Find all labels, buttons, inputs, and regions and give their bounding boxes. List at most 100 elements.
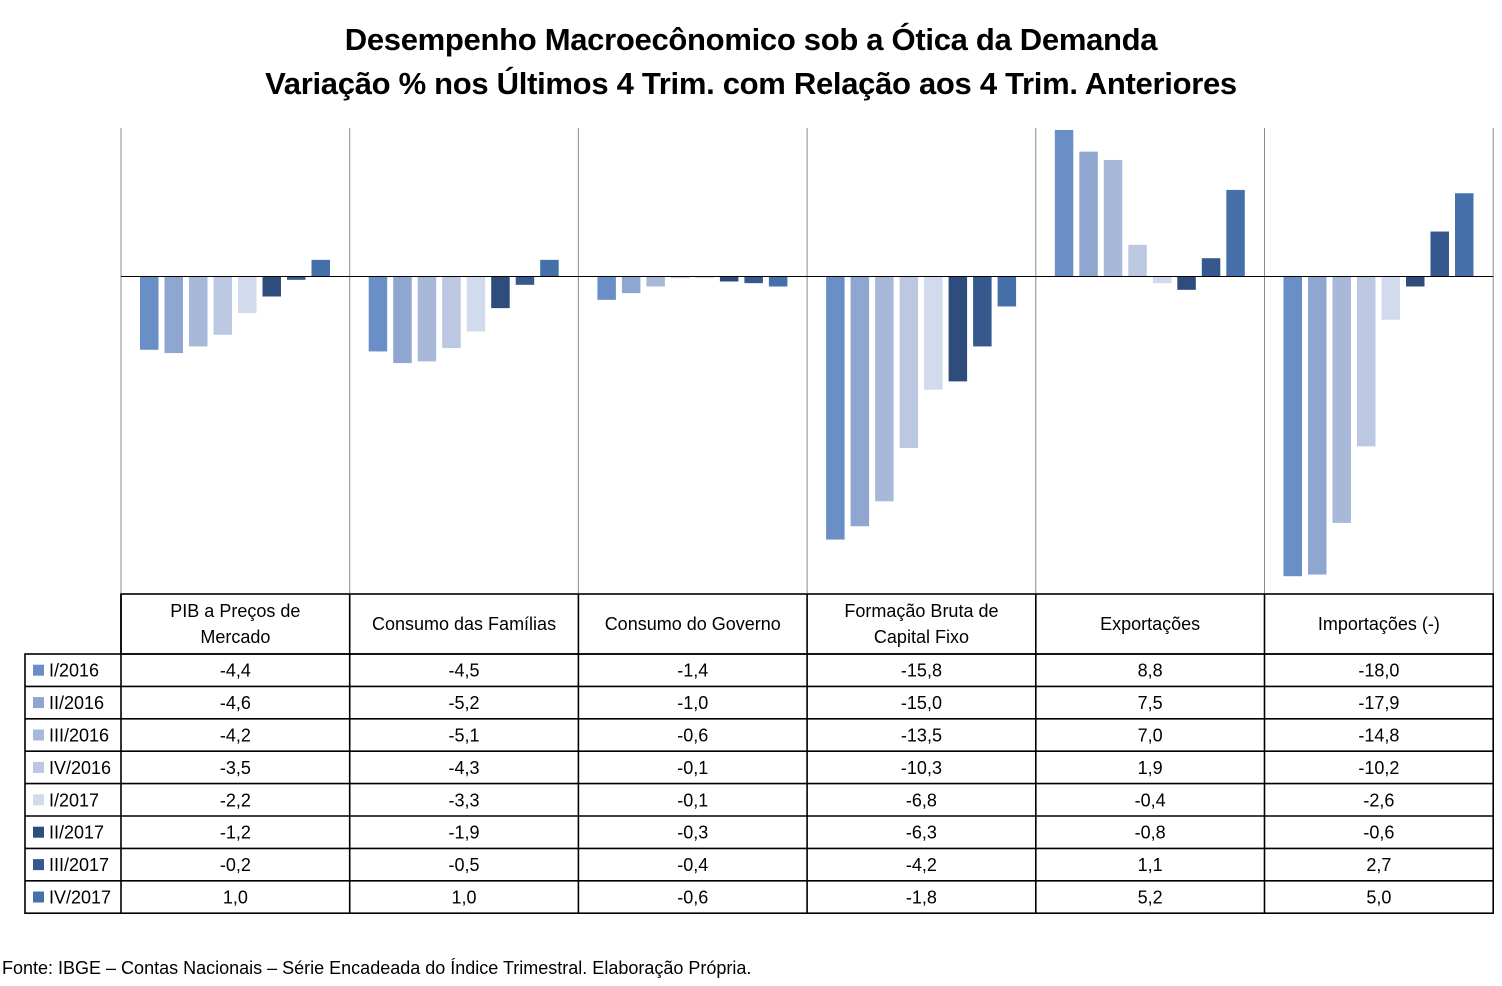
data-label-ii-2016-5: -17,9 <box>1358 693 1399 713</box>
data-label-iv-2016-5: -10,2 <box>1358 758 1399 778</box>
category-label: Consumo das Famílias <box>372 614 556 634</box>
legend-key-iv-2017 <box>33 891 44 903</box>
bar-iv-2017-3 <box>997 276 1017 307</box>
data-label-ii-2017-1: -1,9 <box>449 823 480 843</box>
category-label: PIB a Preços de <box>170 601 300 621</box>
bar-ii-2016-3 <box>850 276 870 527</box>
chart-title: Desempenho Macroecônomico sob a Ótica da… <box>344 22 1158 57</box>
bar-i-2017-5 <box>1381 276 1400 320</box>
bar-i-2016-2 <box>597 276 616 300</box>
data-label-ii-2016-2: -1,0 <box>677 693 708 713</box>
data-label-iii-2016-3: -13,5 <box>901 726 942 746</box>
bar-ii-2016-0 <box>164 276 183 354</box>
bar-iv-2016-4 <box>1128 244 1147 277</box>
legend-label-i-2017: I/2017 <box>49 790 99 810</box>
bar-ii-2017-5 <box>1406 276 1425 287</box>
bar-ii-2017-0 <box>262 276 281 297</box>
bar-iii-2016-3 <box>875 276 894 502</box>
data-label-i-2016-3: -15,8 <box>901 661 942 681</box>
category-label: Formação Bruta de <box>844 601 998 621</box>
chart-subtitle: Variação % nos Últimos 4 Trim. com Relaç… <box>265 66 1237 101</box>
bar-ii-2016-5 <box>1308 276 1327 575</box>
data-label-ii-2017-2: -0,3 <box>677 823 708 843</box>
bar-iii-2017-5 <box>1430 231 1449 277</box>
bar-ii-2016-2 <box>621 276 641 294</box>
data-label-i-2017-4: -0,4 <box>1135 790 1166 810</box>
bar-i-2017-1 <box>466 276 486 332</box>
data-label-iv-2017-2: -0,6 <box>677 888 708 908</box>
bar-i-2017-2 <box>695 276 714 279</box>
legend-label-iv-2017: IV/2017 <box>49 888 111 908</box>
data-label-iii-2017-1: -0,5 <box>449 855 480 875</box>
data-label-iii-2017-2: -0,4 <box>677 855 708 875</box>
data-label-i-2017-3: -6,8 <box>906 790 937 810</box>
legend-key-iv-2016 <box>33 761 44 773</box>
bar-iii-2017-4 <box>1201 258 1221 277</box>
data-label-i-2016-5: -18,0 <box>1358 661 1399 681</box>
source-note: Fonte: IBGE – Contas Nacionais – Série E… <box>2 958 752 978</box>
data-label-i-2017-2: -0,1 <box>677 790 708 810</box>
bar-i-2016-3 <box>826 276 845 540</box>
bar-iii-2016-4 <box>1103 159 1123 277</box>
data-label-iii-2017-3: -4,2 <box>906 855 937 875</box>
category-label: Mercado <box>200 627 270 647</box>
data-label-i-2017-1: -3,3 <box>449 790 480 810</box>
data-label-i-2016-1: -4,5 <box>449 661 480 681</box>
bar-iv-2016-0 <box>213 276 232 335</box>
category-label: Exportações <box>1100 614 1200 634</box>
bar-iii-2017-3 <box>973 276 992 347</box>
data-label-ii-2016-1: -5,2 <box>449 693 480 713</box>
bar-iv-2016-5 <box>1357 276 1376 447</box>
bar-iv-2016-1 <box>442 276 461 349</box>
legend-key-iii-2017 <box>33 859 44 871</box>
data-label-iv-2016-0: -3,5 <box>220 758 251 778</box>
data-label-iv-2016-4: 1,9 <box>1138 758 1163 778</box>
data-label-ii-2017-4: -0,8 <box>1135 823 1166 843</box>
bar-i-2016-0 <box>140 276 159 350</box>
data-label-iii-2016-2: -0,6 <box>677 726 708 746</box>
category-label: Consumo do Governo <box>605 614 781 634</box>
data-label-iv-2017-1: 1,0 <box>452 888 477 908</box>
bar-iii-2016-2 <box>646 276 665 287</box>
data-label-iii-2016-0: -4,2 <box>220 726 251 746</box>
data-label-iii-2016-4: 7,0 <box>1138 726 1163 746</box>
bar-iii-2017-2 <box>744 276 763 284</box>
bar-iii-2017-1 <box>515 276 535 285</box>
data-label-iv-2017-5: 5,0 <box>1366 888 1391 908</box>
data-label-iv-2017-0: 1,0 <box>223 888 248 908</box>
bar-i-2017-4 <box>1152 276 1172 284</box>
data-label-iv-2016-2: -0,1 <box>677 758 708 778</box>
category-label: Importações (-) <box>1318 614 1440 634</box>
data-label-iii-2017-0: -0,2 <box>220 855 251 875</box>
legend-key-i-2017 <box>33 794 44 806</box>
data-label-i-2016-4: 8,8 <box>1138 661 1163 681</box>
bar-i-2016-5 <box>1283 276 1302 577</box>
data-label-ii-2016-0: -4,6 <box>220 693 251 713</box>
bar-ii-2016-4 <box>1079 151 1098 277</box>
bar-i-2017-3 <box>924 276 943 390</box>
bar-iv-2017-2 <box>768 276 788 287</box>
data-label-iii-2016-5: -14,8 <box>1358 726 1399 746</box>
bar-ii-2016-1 <box>393 276 412 364</box>
bar-i-2016-1 <box>368 276 388 352</box>
legend-key-iii-2016 <box>33 729 44 741</box>
data-label-ii-2017-3: -6,3 <box>906 823 937 843</box>
data-label-i-2016-0: -4,4 <box>220 661 251 681</box>
bar-ii-2017-3 <box>948 276 968 382</box>
chart-area: PIB a Preços de Mercado Consumo das Famíli… <box>24 128 1494 915</box>
legend-key-ii-2016 <box>33 697 44 709</box>
bar-ii-2017-4 <box>1177 276 1196 290</box>
data-label-i-2017-0: -2,2 <box>220 790 251 810</box>
bar-iii-2016-0 <box>189 276 208 347</box>
bar-iv-2017-0 <box>311 259 330 277</box>
legend-label-iii-2016: III/2016 <box>49 726 109 746</box>
bar-iv-2017-5 <box>1455 193 1474 277</box>
legend-label-iii-2017: III/2017 <box>49 855 109 875</box>
legend-label-ii-2016: II/2016 <box>49 693 104 713</box>
legend-label-ii-2017: II/2017 <box>49 823 104 843</box>
bar-ii-2017-2 <box>719 276 739 282</box>
data-label-iv-2017-3: -1,8 <box>906 888 937 908</box>
data-label-iv-2017-4: 5,2 <box>1138 888 1163 908</box>
bar-iii-2017-0 <box>287 276 306 280</box>
data-label-ii-2017-0: -1,2 <box>220 823 251 843</box>
